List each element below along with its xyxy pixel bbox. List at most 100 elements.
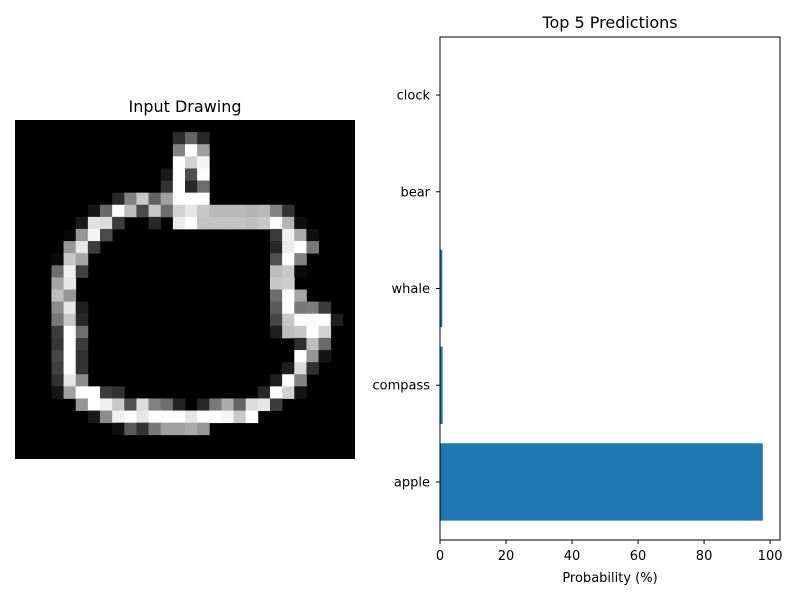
pixel-cell (245, 216, 259, 230)
pixel-cell (270, 253, 283, 266)
pixel-cell (209, 410, 222, 424)
pixel-cell (100, 204, 113, 218)
pixel-cell (112, 422, 125, 436)
pixel-cell (209, 204, 222, 218)
input-drawing-panel: Input Drawing (15, 97, 355, 459)
pixel-cell (51, 301, 64, 315)
pixel-cell (63, 350, 77, 363)
pixel-cell (172, 398, 186, 411)
pixel-cell (282, 204, 295, 218)
pixel-cell (63, 228, 77, 242)
pixel-cell (185, 144, 198, 157)
y-axis-ticks: apple compass whale bear clock (372, 89, 440, 490)
predictions-chart: Top 5 Predictions apple compass whale bear c… (372, 13, 782, 586)
pixel-cell (172, 156, 186, 169)
pixel-cell (294, 313, 307, 327)
pixel-cell (75, 265, 89, 278)
x-tick-label: 80 (696, 549, 713, 564)
pixel-cell (294, 216, 307, 230)
pixel-cell (160, 422, 174, 436)
pixel-cell (233, 410, 247, 424)
pixel-cell (185, 192, 198, 206)
pixel-cell (318, 313, 332, 327)
pixel-cell (87, 216, 101, 230)
pixel-cell (100, 410, 113, 424)
pixel-cell (63, 265, 77, 278)
pixel-cell (63, 253, 77, 266)
pixel-cell (51, 313, 64, 327)
pixel-cell (245, 398, 259, 411)
pixel-cell (172, 216, 186, 230)
pixel-cell (257, 398, 271, 411)
pixel-cell (294, 374, 307, 387)
pixel-cell (148, 216, 162, 230)
pixel-cell (112, 386, 125, 399)
pixel-cell (294, 228, 307, 242)
pixel-cell (63, 386, 77, 399)
pixel-cell (63, 289, 77, 303)
pixel-cell (233, 216, 247, 230)
pixel-cell (197, 144, 210, 157)
pixel-cell (63, 374, 77, 387)
pixel-cell (233, 398, 247, 411)
pixel-cell (306, 313, 319, 327)
pixel-cell (87, 204, 101, 218)
pixel-cell (270, 325, 283, 339)
pixel-cell (112, 192, 125, 206)
pixel-cell (306, 301, 319, 315)
pixel-cell (330, 313, 344, 327)
x-tick-label: 100 (758, 549, 783, 564)
pixel-cell (257, 216, 271, 230)
pixel-cell (75, 228, 89, 242)
pixel-cell (51, 277, 64, 290)
pixel-cell (172, 132, 186, 145)
pixel-cell (75, 216, 89, 230)
pixel-cell (294, 241, 307, 254)
pixel-cell (75, 337, 89, 351)
pixel-cell (270, 265, 283, 278)
pixel-cell (282, 253, 295, 266)
y-tick-label: apple (394, 475, 430, 490)
pixel-cell (75, 362, 89, 375)
pixel-cell (75, 241, 89, 254)
pixel-cell (185, 132, 198, 145)
bar-whale (440, 249, 443, 328)
pixel-cell (270, 374, 283, 387)
pixel-cell (112, 398, 125, 411)
pixel-cell (160, 168, 174, 181)
pixel-cell (63, 313, 77, 327)
y-tick-label: clock (397, 89, 431, 104)
pixel-cell (294, 265, 307, 278)
prediction-bars (440, 56, 763, 521)
pixel-cell (87, 410, 101, 424)
pixel-cell (112, 216, 125, 230)
pixel-cell (160, 204, 174, 218)
pixel-cell (282, 313, 295, 327)
bar-apple (440, 443, 763, 521)
pixel-cell (318, 301, 332, 315)
pixel-cell (75, 253, 89, 266)
pixel-cell (75, 350, 89, 363)
pixel-cell (197, 398, 210, 411)
pixel-cell (160, 398, 174, 411)
pixel-cell (197, 410, 210, 424)
pixel-cell (185, 216, 198, 230)
pixel-cell (75, 313, 89, 327)
input-drawing-title: Input Drawing (128, 97, 241, 116)
pixel-cell (282, 362, 295, 375)
predictions-chart-title: Top 5 Predictions (541, 13, 677, 32)
pixel-cell (306, 337, 319, 351)
pixel-cell (172, 410, 186, 424)
pixel-cell (160, 180, 174, 194)
pixel-cell (100, 398, 113, 411)
x-tick-label: 20 (498, 549, 515, 564)
pixel-cell (148, 192, 162, 206)
pixel-cell (51, 337, 64, 351)
pixel-cell (100, 386, 113, 399)
pixel-cell (318, 337, 332, 351)
pixel-cell (318, 325, 332, 339)
pixel-cell (282, 241, 295, 254)
pixel-cell (185, 410, 198, 424)
pixel-cell (100, 216, 113, 230)
